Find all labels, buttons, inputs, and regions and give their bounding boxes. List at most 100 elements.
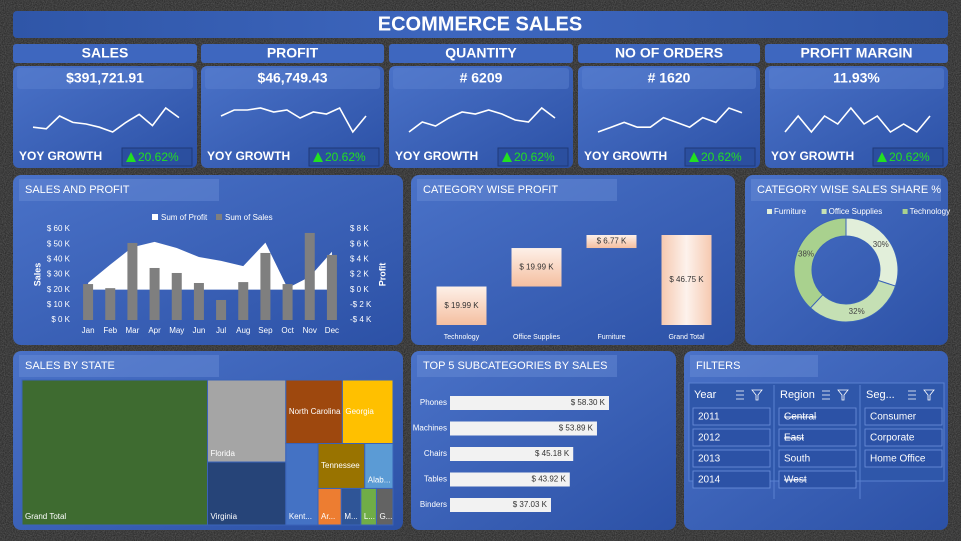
legend-label: Office Supplies bbox=[829, 207, 883, 216]
x-tick-label: Grand Total bbox=[668, 334, 705, 341]
kpi-growth-box bbox=[872, 147, 944, 167]
y-tick-label: $ 40 K bbox=[47, 254, 71, 263]
kpi-card bbox=[13, 66, 197, 168]
x-tick-label: Jul bbox=[216, 326, 226, 335]
slicer-item-label[interactable]: Consumer bbox=[870, 412, 917, 423]
value-label: 38% bbox=[798, 249, 814, 258]
value-label: $ 58.30 K bbox=[571, 398, 606, 407]
slicer-item[interactable] bbox=[864, 428, 943, 447]
panel-title: SALES BY STATE bbox=[25, 360, 115, 372]
kpi-growth-arrow bbox=[126, 152, 136, 162]
slicer-item[interactable] bbox=[692, 470, 771, 489]
kpi-header bbox=[201, 44, 384, 63]
bar bbox=[216, 299, 227, 320]
bar bbox=[193, 282, 204, 320]
y-tick-label: Machines bbox=[413, 424, 447, 433]
value-label: 32% bbox=[849, 307, 865, 316]
filter-icon bbox=[837, 389, 849, 401]
y2-tick-label: -$ 4 K bbox=[350, 315, 372, 324]
bar bbox=[326, 254, 337, 320]
treemap-label: G... bbox=[379, 512, 392, 521]
bar bbox=[282, 284, 293, 320]
slicer-item[interactable] bbox=[778, 428, 857, 447]
value-label: $ 37.03 K bbox=[513, 500, 548, 509]
kpi-value: # 1620 bbox=[648, 70, 691, 86]
treemap-label: Kent... bbox=[289, 512, 312, 521]
y-tick-label: Binders bbox=[420, 500, 447, 509]
treemap-cell bbox=[375, 487, 394, 526]
x-tick-label: Feb bbox=[103, 326, 117, 335]
treemap-label: Tennessee bbox=[321, 461, 360, 470]
slicer-item-label[interactable]: 2013 bbox=[698, 454, 721, 465]
treemap-label: Ar... bbox=[321, 512, 335, 521]
slicer-item[interactable] bbox=[692, 449, 771, 468]
panel-title: SALES AND PROFIT bbox=[25, 184, 130, 196]
y2-tick-label: $ 8 K bbox=[350, 224, 369, 233]
slicer-item[interactable] bbox=[864, 449, 943, 468]
kpi-growth-box bbox=[308, 147, 380, 167]
bar bbox=[304, 232, 315, 320]
legend-label: Sum of Profit bbox=[161, 213, 208, 222]
kpi-value: $46,749.43 bbox=[257, 70, 327, 86]
legend-swatch bbox=[152, 214, 158, 220]
kpi-value-box bbox=[769, 68, 944, 89]
slicer-item[interactable] bbox=[692, 407, 771, 426]
kpi-growth-box bbox=[684, 147, 756, 167]
kpi-value: $391,721.91 bbox=[66, 70, 144, 86]
title-bar bbox=[13, 11, 948, 38]
bar bbox=[105, 288, 116, 320]
y2-tick-label: -$ 2 K bbox=[350, 300, 372, 309]
slicer-item-label[interactable]: 2011 bbox=[698, 412, 720, 423]
kpi-label: NO OF ORDERS bbox=[615, 45, 723, 61]
kpi-growth-value: 20.62% bbox=[138, 150, 179, 164]
panel-title-tab bbox=[417, 179, 617, 201]
slicer-item[interactable] bbox=[864, 407, 943, 426]
legend-swatch bbox=[216, 214, 222, 220]
slicer-item[interactable] bbox=[778, 449, 857, 468]
slicer-item-label[interactable]: South bbox=[784, 454, 810, 465]
multiselect-icon bbox=[736, 390, 744, 400]
kpi-label: SALES bbox=[82, 45, 129, 61]
bar bbox=[450, 396, 609, 410]
panel-title-tab bbox=[19, 179, 219, 201]
y-tick-label: Tables bbox=[424, 475, 447, 484]
slicer-item[interactable] bbox=[778, 470, 857, 489]
slicer-item-label[interactable]: Corporate bbox=[870, 433, 915, 444]
x-tick-label: Office Supplies bbox=[513, 334, 560, 341]
waterfall-bar bbox=[586, 235, 637, 249]
kpi-growth-value: 20.62% bbox=[889, 150, 930, 164]
bar bbox=[450, 421, 597, 436]
value-label: $ 43.92 K bbox=[532, 475, 567, 484]
y-tick-label: $ 20 K bbox=[47, 285, 71, 294]
y-tick-label: $ 60 K bbox=[47, 224, 71, 233]
slicer-item-label[interactable]: Home Office bbox=[870, 454, 926, 465]
kpi-card bbox=[578, 66, 760, 168]
y-tick-label: Chairs bbox=[424, 449, 447, 458]
x-tick-label: Aug bbox=[236, 326, 250, 335]
treemap-cell bbox=[21, 379, 209, 526]
slicer-item-label[interactable]: Central bbox=[784, 412, 816, 423]
kpi-growth-value: 20.62% bbox=[514, 150, 555, 164]
slicer-item-label[interactable]: 2012 bbox=[698, 433, 721, 444]
area bbox=[88, 241, 332, 290]
x-tick-label: Dec bbox=[325, 326, 339, 335]
bar bbox=[171, 272, 182, 320]
kpi-label: PROFIT MARGIN bbox=[801, 45, 913, 61]
bar bbox=[450, 447, 574, 461]
slicer-item[interactable] bbox=[778, 407, 857, 426]
x-tick-label: Mar bbox=[126, 326, 140, 335]
treemap-label: Grand Total bbox=[25, 512, 66, 521]
slicer-item-label[interactable]: 2014 bbox=[698, 475, 721, 486]
bar bbox=[450, 498, 551, 512]
y2-tick-label: $ 6 K bbox=[350, 239, 369, 248]
y2-tick-label: $ 2 K bbox=[350, 270, 369, 279]
kpi-growth-box bbox=[121, 147, 193, 167]
y-axis-title: Sales bbox=[32, 263, 42, 287]
kpi-growth-arrow bbox=[502, 152, 512, 162]
slicer-item-label[interactable]: West bbox=[784, 475, 807, 486]
bar bbox=[238, 282, 249, 320]
panel-title-tab bbox=[417, 355, 617, 377]
slicer-item-label[interactable]: East bbox=[784, 433, 804, 444]
y-tick-label: $ 10 K bbox=[47, 300, 71, 309]
slicer-item[interactable] bbox=[692, 428, 771, 447]
